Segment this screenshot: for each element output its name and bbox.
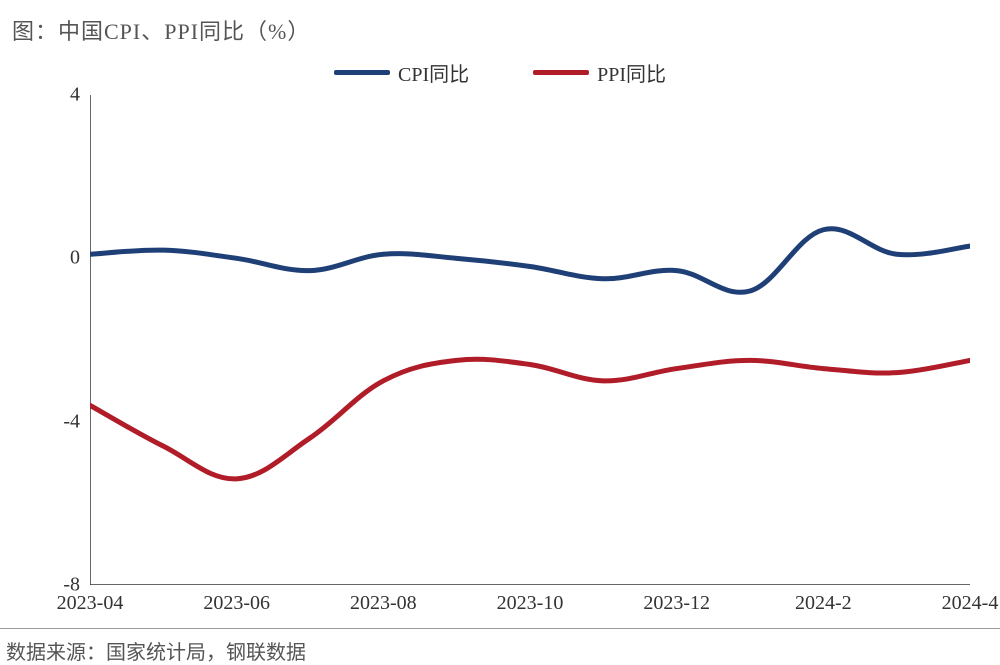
y-tick-label: 4 <box>20 84 80 107</box>
legend-swatch-ppi <box>533 70 589 75</box>
y-tick-label: 0 <box>20 247 80 270</box>
source-divider <box>0 628 1000 629</box>
legend-item-ppi: PPI同比 <box>533 58 666 87</box>
legend-swatch-cpi <box>334 70 390 75</box>
x-tick-label: 2023-08 <box>350 592 417 615</box>
x-tick-label: 2024-2 <box>795 592 852 615</box>
x-tick-label: 2023-06 <box>203 592 270 615</box>
x-tick-label: 2023-12 <box>643 592 710 615</box>
y-tick-label: -4 <box>20 410 80 433</box>
plot-area <box>90 95 970 585</box>
x-tick-label: 2024-4 <box>942 592 999 615</box>
legend-label-ppi: PPI同比 <box>597 58 666 87</box>
x-tick-label: 2023-10 <box>497 592 564 615</box>
figure-container: 图：中国CPI、PPI同比（%） CPI同比 PPI同比 -8-404 2023… <box>0 0 1000 664</box>
chart-title: 图：中国CPI、PPI同比（%） <box>12 14 310 46</box>
legend-label-cpi: CPI同比 <box>398 58 469 87</box>
x-tick-label: 2023-04 <box>57 592 124 615</box>
legend-item-cpi: CPI同比 <box>334 58 469 87</box>
legend: CPI同比 PPI同比 <box>0 58 1000 87</box>
chart-svg <box>90 95 970 585</box>
source-text: 数据来源：国家统计局，钢联数据 <box>6 636 306 665</box>
